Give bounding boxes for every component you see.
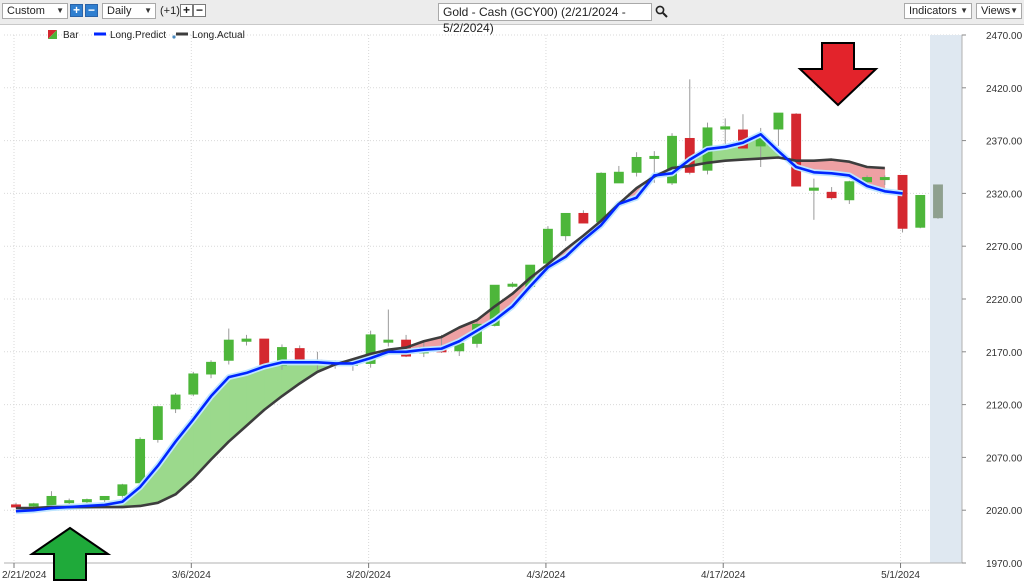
indicators-button[interactable]: Indicators ▼	[904, 3, 972, 19]
x-tick-label: 3/20/2024	[346, 570, 391, 581]
minus-icon[interactable]: −	[85, 4, 98, 17]
y-tick-label: 2270.00	[986, 242, 1023, 253]
candle-body	[649, 155, 660, 159]
chart-legend: Bar Long.Predict Long.Actual	[48, 30, 245, 41]
x-tick-label: 3/6/2024	[172, 570, 211, 581]
candle-body	[897, 174, 908, 229]
y-tick-label: 2020.00	[986, 506, 1023, 517]
candle-body	[46, 495, 57, 507]
y-tick-label: 2070.00	[986, 453, 1023, 464]
candle-body	[862, 177, 873, 183]
candle-body	[808, 187, 819, 191]
candle-body	[383, 339, 394, 343]
candle-body	[844, 181, 855, 201]
legend-label: Bar	[63, 30, 79, 41]
candle-body	[135, 438, 146, 484]
candle-body	[578, 212, 589, 224]
plus-icon[interactable]: +	[70, 4, 83, 17]
forecast-fill	[15, 133, 886, 512]
y-tick-label: 2420.00	[986, 84, 1023, 95]
predict-glow	[15, 131, 903, 515]
x-tick-label: 2/21/2024	[2, 570, 47, 581]
legend-label: Long.Actual	[192, 30, 245, 41]
candle-body	[720, 126, 731, 130]
arrow-down-icon	[797, 42, 879, 107]
chart-grid	[4, 34, 962, 564]
x-tick-label: 4/3/2024	[526, 570, 565, 581]
candle-body	[773, 112, 784, 130]
chart-axes: 1970.00 2020.00 2070.00 2120.00 2170.00 2220.…	[2, 31, 1023, 581]
offset-label: (+1)	[160, 5, 180, 17]
candle-body	[631, 156, 642, 173]
candle-body	[241, 338, 252, 342]
toolbar: Custom ▼ + − Daily ▼ (+1) + − Gold - Cash …	[0, 0, 1024, 35]
chevron-down-icon: ▼	[56, 6, 64, 15]
range-select[interactable]: Custom ▼	[2, 3, 68, 19]
interval-select-value: Daily	[107, 5, 132, 17]
y-tick-label: 2220.00	[986, 295, 1023, 306]
legend-label: Long.Predict	[110, 30, 166, 41]
candle-body	[560, 212, 571, 237]
candle-body	[170, 394, 181, 410]
candle-body	[826, 191, 837, 199]
candle-body	[365, 334, 376, 364]
y-tick-label: 2470.00	[986, 31, 1023, 42]
y-tick-label: 2170.00	[986, 348, 1023, 359]
candle-body	[933, 184, 943, 219]
chevron-down-icon: ▼	[960, 6, 968, 15]
candle-body	[117, 484, 128, 496]
interval-select[interactable]: Daily ▼	[102, 3, 156, 19]
views-label: Views	[981, 5, 1011, 17]
search-icon[interactable]	[655, 5, 668, 18]
legend-dot	[172, 35, 176, 39]
indicators-label: Indicators	[909, 5, 957, 17]
candle-body	[596, 172, 607, 223]
candle-body	[223, 339, 234, 361]
candle-body	[667, 135, 677, 184]
indicator-lines	[15, 131, 903, 515]
chevron-down-icon: ▼	[1010, 6, 1018, 15]
candle-body	[64, 500, 75, 504]
chart-title: Gold - Cash (GCY00) (2/21/2024 - 5/2/202…	[443, 5, 626, 35]
candle-body	[259, 338, 270, 367]
symbol-title-box[interactable]: Gold - Cash (GCY00) (2/21/2024 - 5/2/202…	[438, 3, 652, 35]
y-tick-label: 2370.00	[986, 137, 1023, 148]
candle-body	[28, 503, 39, 507]
candle-body	[277, 347, 287, 367]
price-chart[interactable]: 1970.00 2020.00 2070.00 2120.00 2170.00 2220.…	[0, 25, 1024, 588]
candle-body	[294, 348, 305, 361]
range-select-value: Custom	[7, 5, 45, 17]
candle-body	[152, 406, 163, 440]
signal-arrows	[28, 42, 879, 581]
candlestick-series	[11, 79, 943, 510]
plus-icon[interactable]: +	[180, 4, 193, 17]
candle-body	[879, 177, 890, 181]
candle-body	[507, 283, 518, 287]
minus-icon[interactable]: −	[193, 4, 206, 17]
fill-segment	[228, 372, 247, 443]
views-button[interactable]: Views ▼	[976, 3, 1022, 19]
arrow-up-icon	[28, 526, 112, 581]
long-actual-line	[16, 156, 885, 510]
y-tick-label: 2120.00	[986, 401, 1023, 412]
candle-body	[542, 228, 553, 264]
long-predict-line	[15, 132, 903, 513]
chevron-down-icon: ▼	[144, 6, 152, 15]
future-band	[930, 35, 962, 563]
x-tick-label: 5/1/2024	[881, 570, 920, 581]
candle-body	[206, 361, 216, 375]
x-tick-label: 4/17/2024	[701, 570, 746, 581]
candle-body	[99, 495, 110, 501]
candle-body	[613, 171, 624, 184]
candle-body	[791, 113, 802, 187]
candle-body	[11, 504, 21, 508]
y-tick-label: 2320.00	[986, 189, 1023, 200]
candle-body	[81, 499, 92, 503]
candle-body	[915, 195, 926, 228]
candle-body	[188, 373, 199, 395]
y-tick-label: 1970.00	[986, 559, 1023, 570]
legend-swatch	[48, 30, 57, 39]
